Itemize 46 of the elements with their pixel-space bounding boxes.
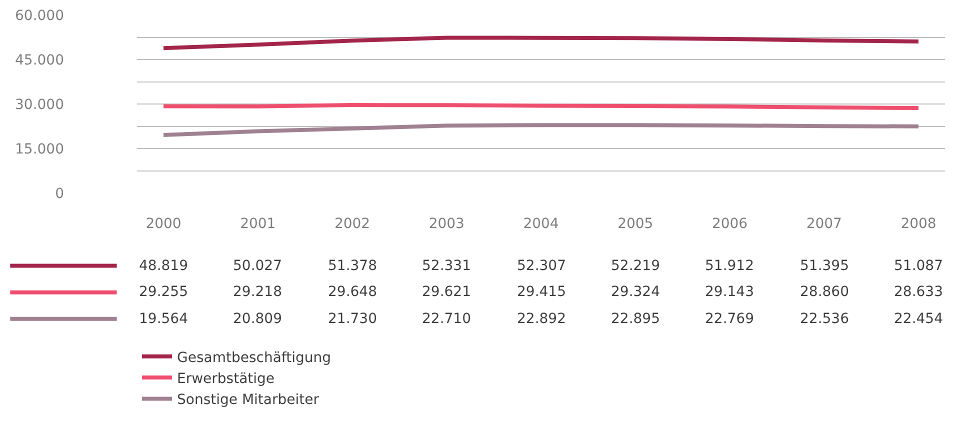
data-label: 48.819: [139, 258, 188, 274]
data-label: 52.219: [611, 258, 660, 274]
data-label: 22.895: [611, 311, 660, 327]
data-label: 51.087: [894, 258, 943, 274]
x-tick-label: 2001: [240, 216, 276, 232]
data-label: 52.331: [422, 258, 471, 274]
data-label: 51.395: [800, 258, 849, 274]
x-tick-label: 2000: [146, 216, 182, 232]
y-tick-label: 0: [55, 186, 64, 202]
data-label: 22.769: [705, 311, 754, 327]
line-series: [162, 123, 920, 137]
line-series: [162, 36, 920, 50]
data-label: 19.564: [139, 311, 188, 327]
data-label: 29.218: [233, 284, 282, 300]
y-tick-label: 60.000: [15, 8, 64, 24]
y-tick-label: 45.000: [15, 52, 64, 68]
x-tick-label: 2002: [334, 216, 370, 232]
data-label: 29.648: [328, 284, 377, 300]
x-tick-label: 2004: [523, 216, 559, 232]
data-label: 29.621: [422, 284, 471, 300]
data-label: 20.809: [233, 311, 282, 327]
y-tick-label: 15.000: [15, 141, 64, 158]
data-label: 28.633: [894, 284, 943, 300]
data-label: 29.255: [139, 284, 188, 300]
data-label: 29.143: [705, 284, 754, 300]
data-label: 22.536: [800, 311, 850, 327]
y-tick-label: 30.000: [15, 96, 64, 113]
data-label: 29.415: [517, 284, 566, 300]
data-label: 29.324: [611, 284, 660, 300]
data-label: 28.860: [800, 284, 849, 300]
x-tick-label: 2003: [428, 216, 464, 232]
data-label: 22.892: [517, 311, 566, 327]
legend-label: Gesamtbeschäftigung: [177, 350, 331, 366]
data-label: 50.027: [233, 258, 282, 274]
data-label: 51.378: [328, 258, 377, 274]
legend-label: Erwerbstätige: [177, 371, 275, 387]
x-tick-label: 2008: [900, 216, 936, 232]
data-label: 22.710: [422, 311, 471, 327]
x-tick-label: 2005: [618, 216, 654, 232]
legend-label: Sonstige Mitarbeiter: [177, 392, 320, 408]
data-label: 22.454: [894, 311, 944, 327]
data-label: 21.730: [328, 311, 377, 327]
x-tick-label: 2006: [712, 216, 748, 232]
x-tick-label: 2007: [806, 216, 842, 232]
data-label: 52.307: [517, 258, 566, 274]
data-label: 51.912: [705, 258, 754, 274]
